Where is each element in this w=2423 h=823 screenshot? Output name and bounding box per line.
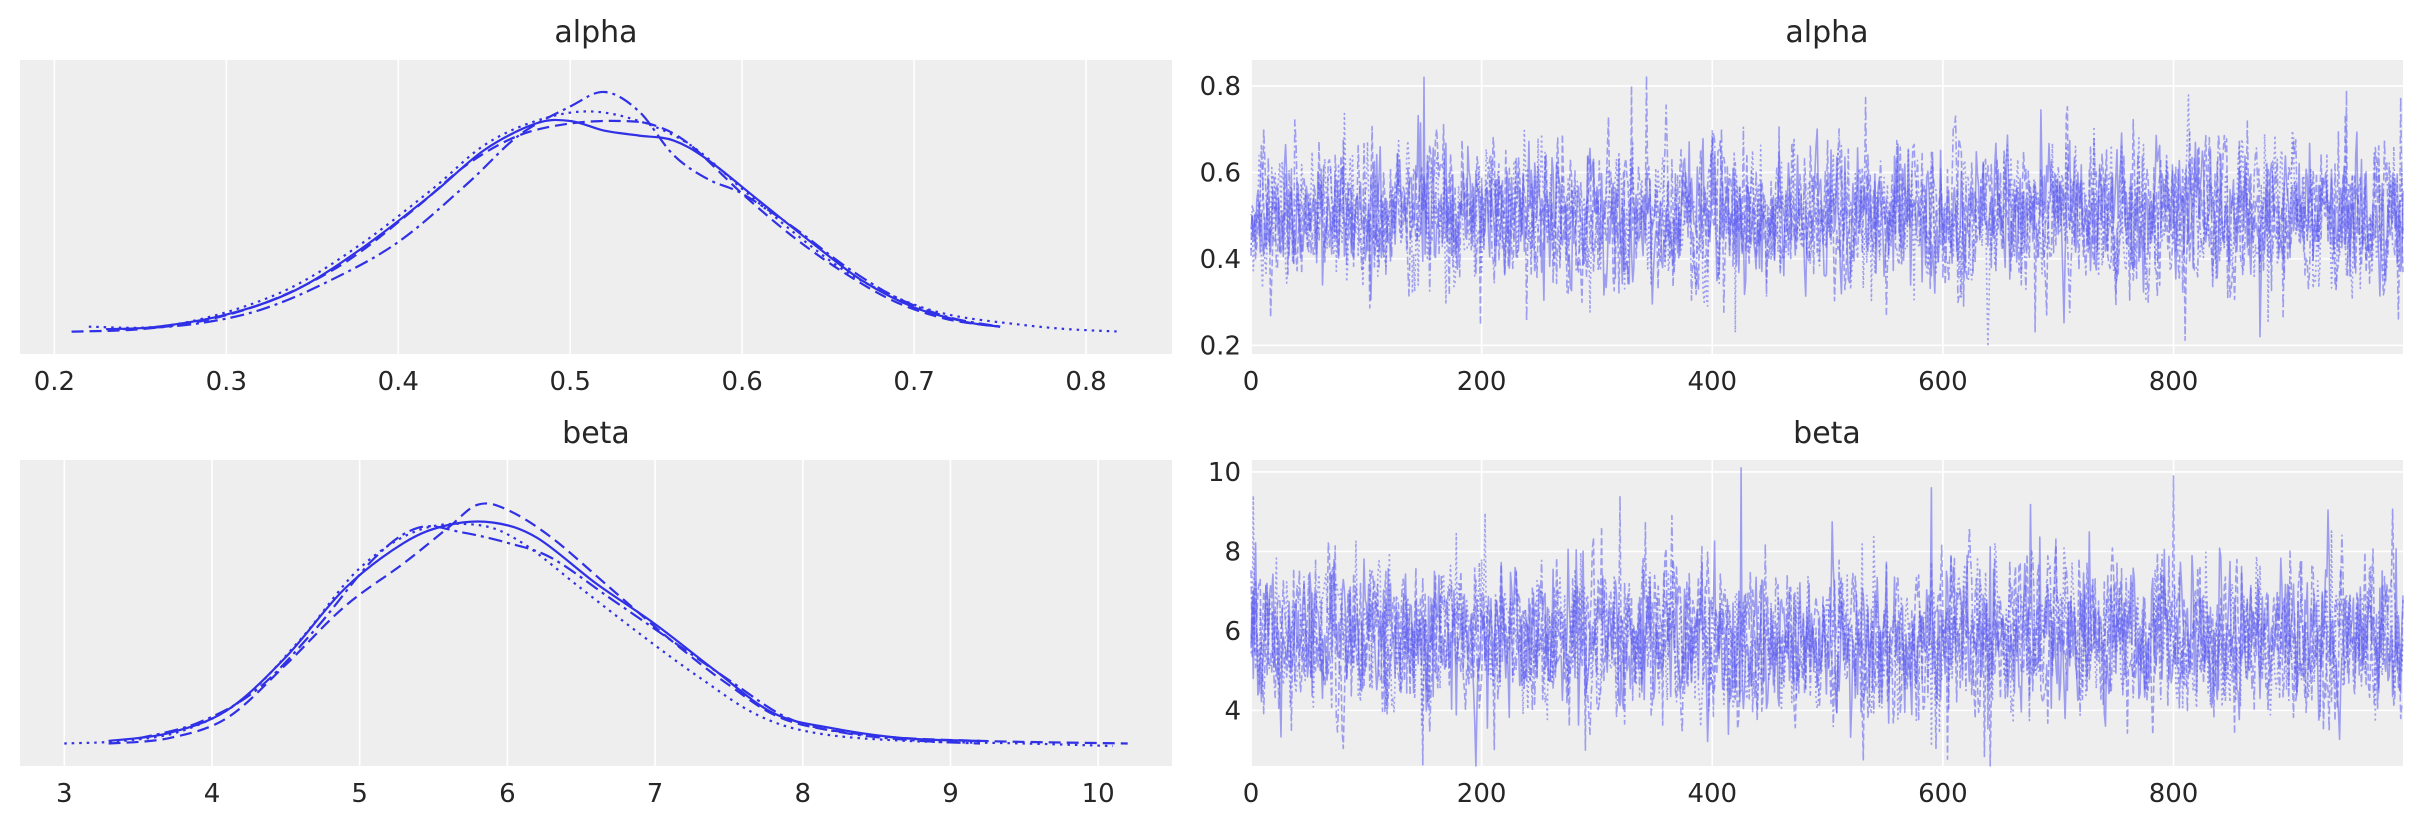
alpha-posterior-panel: alpha 0.2 0.3 0.4 0.5 0.6 0.7 0.8	[20, 15, 1172, 397]
x-tick-label: 5	[351, 779, 368, 809]
x-tick-label: 200	[1457, 779, 1507, 809]
kde-curve-solid	[108, 520, 981, 742]
y-tick-label: 6	[1224, 617, 1241, 647]
y-tick-label: 0.8	[1200, 72, 1241, 102]
alpha-posterior-curves	[71, 90, 1121, 333]
y-tick-label: 0.4	[1200, 245, 1241, 275]
beta-trace-y-tick-labels: 4 6 8 10	[1208, 458, 1241, 726]
kde-curve-dotted	[64, 522, 1113, 748]
x-tick-label: 0	[1243, 779, 1260, 809]
trace-chain-2	[1250, 85, 2404, 341]
x-tick-label: 800	[2149, 779, 2199, 809]
x-tick-label: 3	[56, 779, 73, 809]
beta-posterior-gridlines	[63, 460, 1099, 766]
y-tick-label: 0.6	[1200, 158, 1241, 188]
x-tick-label: 600	[1918, 779, 1968, 809]
beta-trace-gridlines	[1250, 460, 2403, 766]
x-tick-label: 8	[794, 779, 811, 809]
x-tick-label: 800	[2149, 367, 2199, 397]
alpha-trace-x-tick-labels: 0 200 400 600 800	[1243, 367, 2199, 397]
beta-posterior-curves	[64, 502, 1128, 748]
beta-trace-panel: beta 0 200 400 600 800 4 6 8 10	[1208, 416, 2404, 809]
beta-posterior-plot-area	[20, 460, 1172, 766]
x-tick-label: 0.6	[721, 367, 762, 397]
alpha-trace-panel: alpha 0 200 400 600 800 0.2 0.4 0.6 0.8	[1200, 15, 2404, 397]
x-tick-label: 0.5	[550, 367, 591, 397]
alpha-trace-title: alpha	[1785, 15, 1868, 50]
y-tick-label: 4	[1224, 696, 1241, 726]
x-tick-label: 10	[1082, 779, 1115, 809]
beta-posterior-title: beta	[562, 416, 630, 451]
x-tick-label: 0.3	[206, 367, 247, 397]
beta-trace-chains	[1250, 467, 2404, 767]
kde-curve-dashed	[71, 119, 1001, 333]
x-tick-label: 400	[1687, 779, 1737, 809]
alpha-posterior-gridlines	[53, 60, 1087, 354]
x-tick-label: 400	[1687, 367, 1737, 397]
x-tick-label: 0.7	[893, 367, 934, 397]
kde-curve-dashed	[108, 502, 1128, 745]
x-tick-label: 0.4	[378, 367, 419, 397]
alpha-trace-chains	[1250, 74, 2404, 348]
alpha-posterior-x-tick-labels: 0.2 0.3 0.4 0.5 0.6 0.7 0.8	[34, 367, 1107, 397]
beta-trace-title: beta	[1793, 416, 1861, 451]
y-tick-label: 0.2	[1200, 331, 1241, 361]
x-tick-label: 0	[1243, 367, 1260, 397]
x-tick-label: 200	[1457, 367, 1507, 397]
x-tick-label: 9	[942, 779, 959, 809]
kde-curve-dashdot	[123, 90, 1001, 331]
x-tick-label: 6	[499, 779, 516, 809]
alpha-trace-y-tick-labels: 0.2 0.4 0.6 0.8	[1200, 72, 1241, 361]
alpha-posterior-plot-area	[20, 60, 1172, 354]
y-tick-label: 8	[1224, 537, 1241, 567]
kde-curve-solid	[105, 118, 1001, 331]
x-tick-label: 4	[204, 779, 221, 809]
beta-posterior-x-tick-labels: 3 4 5 6 7 8 9 10	[56, 779, 1115, 809]
trace-chain-2	[1250, 475, 2404, 767]
trace-chain-4	[1250, 74, 2404, 322]
beta-trace-x-tick-labels: 0 200 400 600 800	[1243, 779, 2199, 809]
x-tick-label: 0.2	[34, 367, 75, 397]
trace-chain-1	[1250, 467, 2404, 767]
x-tick-label: 600	[1918, 367, 1968, 397]
kde-curve-dashdot	[137, 525, 981, 745]
x-tick-label: 0.8	[1065, 367, 1106, 397]
beta-posterior-panel: beta 3 4 5 6 7 8 9 10	[20, 416, 1172, 809]
x-tick-label: 7	[647, 779, 664, 809]
alpha-posterior-title: alpha	[554, 15, 637, 50]
trace-chain-4	[1250, 495, 2404, 750]
y-tick-label: 10	[1208, 458, 1241, 488]
trace-chain-3	[1250, 495, 2404, 747]
